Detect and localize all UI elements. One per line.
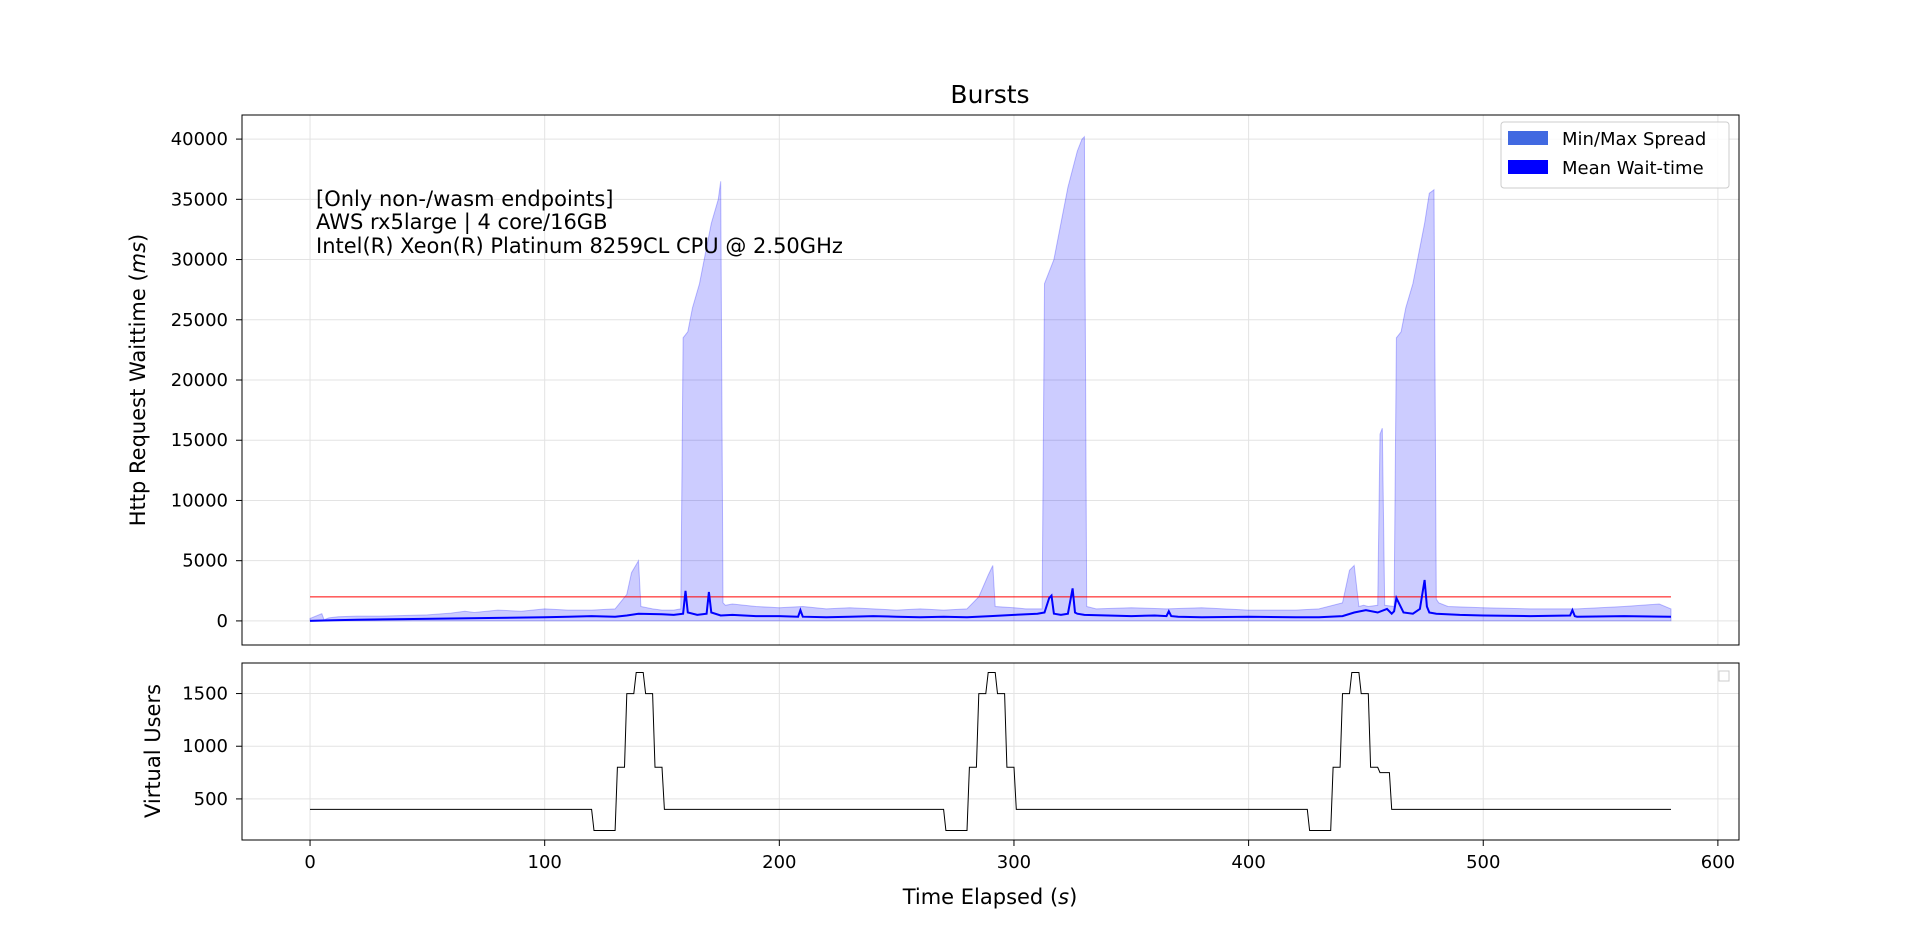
legend-box [1500,121,1730,189]
legend-swatch-mean [1508,160,1548,174]
time-x-ticks: 0 100 200 300 400 500 600 [304,840,1735,873]
mean-waittime-line [309,579,1672,622]
time-x-tick-label: 400 [1231,852,1265,873]
virtual-users-panel: 500 1000 1500 0 100 200 300 400 500 600 Virtual … [141,662,1740,909]
waittime-y-tick-label: 10000 [171,490,228,511]
users-y-ticks: 500 1000 1500 [182,684,242,810]
annotation-line-instance: AWS rx5large | 4 core/16GB [316,210,608,235]
min-max-spread-area [309,135,1672,622]
waittime-grid [242,115,1739,645]
time-x-tick-label: 600 [1701,852,1735,873]
users-y-tick-label: 1500 [182,684,228,705]
time-x-tick-label: 100 [528,852,562,873]
users-y-tick-label: 1000 [182,736,228,757]
time-x-axis-label: Time Elapsed (s) [902,885,1078,909]
annotation-box: [Only non-/wasm endpoints] AWS rx5large … [316,187,843,258]
waittime-y-tick-label: 0 [217,611,228,632]
waittime-y-tick-label: 5000 [182,551,228,572]
waittime-y-tick-label: 25000 [171,310,228,331]
mean-waittime-polyline [309,579,1672,622]
virtual-users-polyline [310,672,1671,831]
waittime-y-ticks: 0 5000 10000 15000 20000 25000 30000 35000 40000 [171,129,242,632]
users-y-tick-label: 500 [194,789,228,810]
legend-swatch-minmax [1508,131,1548,145]
annotation-line-endpoints: [Only non-/wasm endpoints] [316,187,613,211]
time-x-tick-label: 0 [304,852,315,873]
waittime-y-tick-label: 35000 [171,189,228,210]
waittime-y-axis-label: Http Request Waittime (ms) [126,234,150,527]
time-x-tick-label: 500 [1466,852,1500,873]
waittime-legend: Min/Max Spread Mean Wait-time [1500,121,1730,189]
waittime-plot-frame [241,114,1740,646]
time-x-tick-label: 300 [997,852,1031,873]
waittime-panel: Bursts 0 5000 10000 15000 20000 25000 30000 350… [126,80,1740,646]
users-plot-frame [241,662,1740,841]
waittime-y-tick-label: 20000 [171,370,228,391]
legend-label-mean: Mean Wait-time [1562,158,1704,179]
waittime-y-tick-label: 40000 [171,129,228,150]
waittime-y-tick-label: 15000 [171,430,228,451]
empty-legend-box [1718,670,1730,682]
annotation-line-cpu: Intel(R) Xeon(R) Platinum 8259CL CPU @ 2… [316,234,843,258]
users-y-axis-label: Virtual Users [141,684,165,818]
waittime-y-tick-label: 30000 [171,250,228,271]
virtual-users-line [310,672,1671,831]
chart-title: Bursts [950,80,1029,109]
users-grid [242,663,1739,840]
legend-label-minmax: Min/Max Spread [1562,129,1706,150]
min-max-spread-band [309,135,1672,622]
time-x-tick-label: 200 [762,852,796,873]
